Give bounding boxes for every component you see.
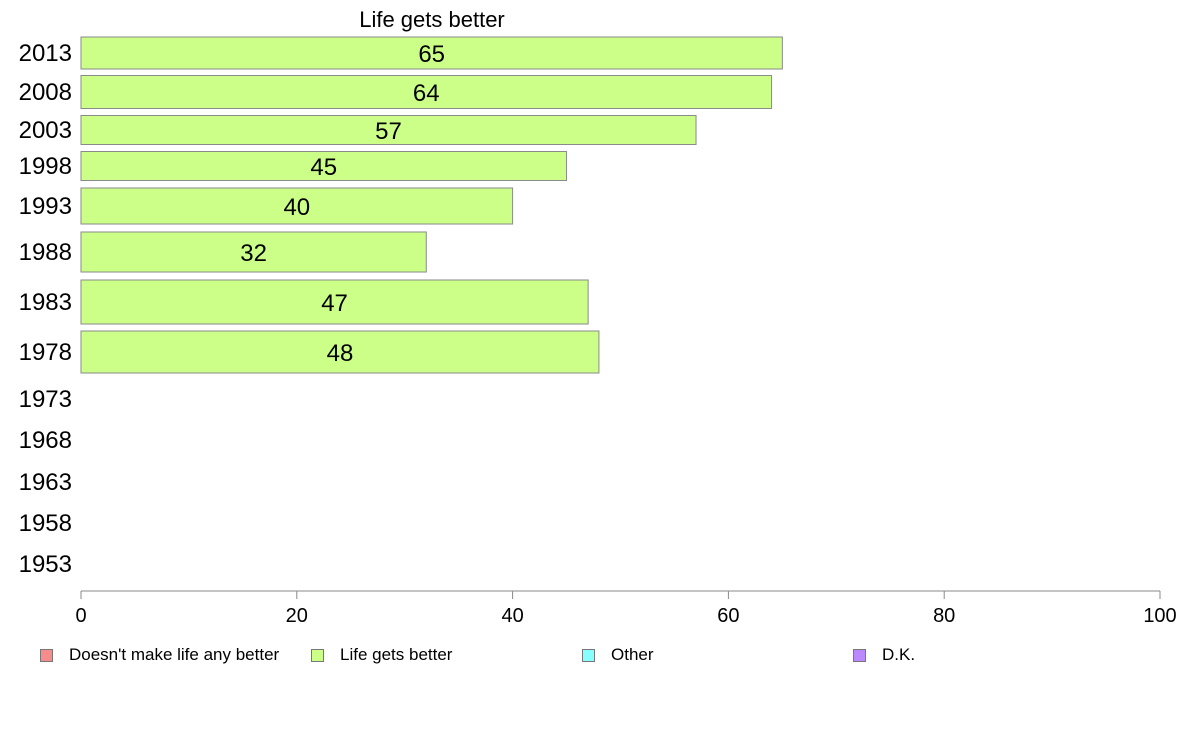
category-label: 1978 [19, 339, 72, 366]
bar [80, 187, 514, 225]
legend: Doesn't make life any better Life gets b… [0, 644, 1188, 666]
x-tick-label: 80 [933, 605, 955, 627]
legend-label: Doesn't make life any better [69, 645, 280, 664]
legend-label: Life gets better [340, 645, 453, 664]
category-label: 1983 [19, 289, 72, 316]
category-label: 2008 [19, 79, 72, 106]
category-label: 2003 [19, 117, 72, 144]
category-label: 1968 [19, 427, 72, 454]
bar [80, 75, 773, 109]
x-tick-label: 100 [1143, 605, 1176, 627]
bar [80, 115, 697, 145]
legend-item: Life gets better [311, 644, 452, 666]
legend-label: D.K. [882, 645, 916, 664]
bar [80, 36, 783, 70]
bar-value-label: 48 [327, 340, 354, 367]
bar-value-label: 32 [240, 240, 267, 267]
bar-value-label: 65 [418, 41, 445, 68]
legend-item: Doesn't make life any better [40, 644, 279, 666]
legend-swatch [311, 648, 324, 662]
bar-value-label: 40 [283, 194, 310, 221]
chart-title: Life gets better [359, 7, 505, 32]
bar [80, 330, 600, 374]
category-label: 1993 [19, 193, 72, 220]
category-label: 1988 [19, 239, 72, 266]
bar-value-label: 47 [321, 290, 348, 317]
bar-value-label: 64 [413, 80, 440, 107]
legend-swatch [853, 648, 866, 662]
bar-value-label: 57 [375, 118, 402, 145]
category-label: 1998 [19, 153, 72, 180]
legend-swatch [40, 648, 53, 662]
x-tick-label: 40 [501, 605, 523, 627]
category-label: 1958 [19, 510, 72, 537]
legend-label: Other [611, 645, 654, 664]
category-label: 2013 [19, 40, 72, 67]
category-label: 1953 [19, 551, 72, 578]
x-tick-label: 60 [717, 605, 739, 627]
bar [80, 231, 427, 273]
category-label: 1963 [19, 469, 72, 496]
bar [80, 151, 568, 181]
x-tick-label: 20 [286, 605, 308, 627]
category-label: 1973 [19, 386, 72, 413]
legend-swatch [582, 648, 595, 662]
legend-item: Other [582, 644, 654, 666]
bar-value-label: 45 [310, 154, 337, 181]
legend-item: D.K. [853, 644, 915, 666]
bar [80, 279, 589, 325]
x-tick-label: 0 [75, 605, 86, 627]
